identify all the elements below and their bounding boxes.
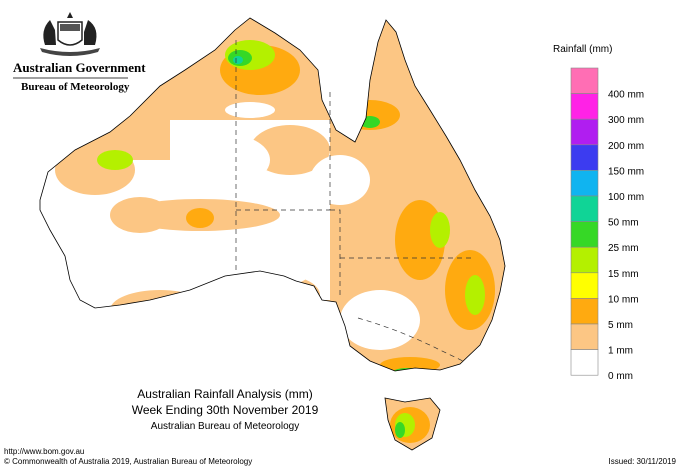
- legend-swatch: [570, 221, 599, 248]
- map-agency: Australian Bureau of Meteorology: [151, 421, 299, 432]
- state-borders: [235, 40, 472, 363]
- legend-title: Rainfall (mm): [553, 44, 612, 55]
- legend-swatch: [570, 118, 599, 146]
- legend-label: 100 mm: [608, 192, 644, 203]
- legend-swatch: [570, 195, 599, 222]
- legend-swatch: [570, 349, 599, 376]
- legend-swatch: [570, 93, 599, 120]
- bureau-name: Bureau of Meteorology: [21, 81, 130, 93]
- legend-swatch: [570, 298, 599, 325]
- coat-of-arms: [40, 12, 100, 56]
- legend-label: 5 mm: [608, 320, 633, 331]
- legend-label: 400 mm: [608, 90, 644, 101]
- map-period: Week Ending 30th November 2019: [132, 403, 319, 417]
- legend-swatch: [570, 246, 599, 274]
- coastline: [39, 17, 506, 451]
- legend-label: 300 mm: [608, 115, 644, 126]
- legend-label: 50 mm: [608, 218, 639, 229]
- legend-swatch: [570, 67, 599, 94]
- legend-label: 0 mm: [608, 371, 633, 382]
- legend-swatch: [570, 323, 599, 350]
- legend-swatch: [570, 272, 599, 299]
- url: http://www.bom.gov.au: [4, 447, 84, 456]
- legend-label: 200 mm: [608, 141, 644, 152]
- legend-label: 10 mm: [608, 294, 639, 305]
- legend-label: 150 mm: [608, 166, 644, 177]
- legend-swatch: [570, 144, 599, 171]
- map-title: Australian Rainfall Analysis (mm): [137, 387, 312, 401]
- legend: 400 mm 300 mm 200 mm 150 mm 100 mm 50 mm 25 mm…: [570, 67, 644, 382]
- copyright: © Commonwealth of Australia 2019, Austra…: [4, 457, 252, 466]
- legend-swatch: [570, 170, 599, 197]
- legend-label: 25 mm: [608, 243, 639, 254]
- legend-label: 1 mm: [608, 346, 633, 357]
- legend-label: 15 mm: [608, 269, 639, 280]
- issued-date: Issued: 30/11/2019: [609, 457, 677, 466]
- government-name: Australian Government: [13, 60, 146, 75]
